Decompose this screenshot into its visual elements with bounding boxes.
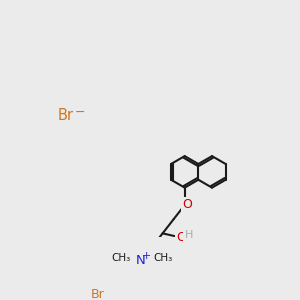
Text: Br: Br <box>58 108 74 123</box>
Text: Br: Br <box>91 288 105 300</box>
Text: +: + <box>142 251 152 261</box>
Text: CH₃: CH₃ <box>153 253 172 263</box>
Text: N: N <box>136 254 146 268</box>
Text: O: O <box>177 231 187 244</box>
Text: CH₃: CH₃ <box>111 253 130 263</box>
Text: O: O <box>182 199 192 212</box>
Text: −: − <box>75 106 86 118</box>
Text: H: H <box>184 230 193 240</box>
